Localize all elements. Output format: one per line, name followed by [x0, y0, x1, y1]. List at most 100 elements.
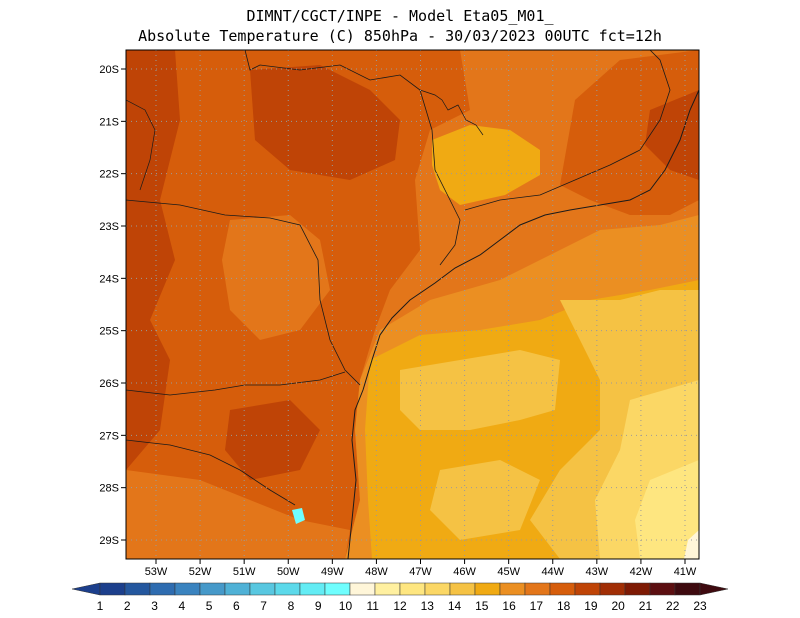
colorbar-segment [149, 582, 176, 596]
colorbar-label: 23 [693, 599, 707, 613]
colorbar-segment [249, 582, 276, 596]
state-border-mg-rj [464, 50, 671, 211]
colorbar-label: 6 [233, 599, 240, 613]
colorbar-segment [399, 582, 426, 596]
colorbar-label: 14 [448, 599, 462, 613]
colorbar-label: 1 [97, 599, 104, 613]
lat-tick-label: 29S [99, 535, 119, 547]
map-title-line-1: DIMNT/CGCT/INPE - Model Eta05_M01_ [246, 7, 554, 25]
temp-region-15-south [430, 460, 540, 540]
lat-tick-label: 24S [99, 273, 119, 285]
colorbar-label: 19 [584, 599, 598, 613]
colorbar-segment [99, 582, 126, 596]
lon-tick-label: 42W [630, 566, 653, 578]
temp-region-20-west [126, 50, 180, 470]
colorbar-segment [649, 582, 676, 596]
colorbar-segment [449, 582, 476, 596]
lon-tick-label: 50W [277, 566, 300, 578]
colorbar-label: 2 [124, 599, 131, 613]
colorbar-segment [124, 582, 151, 596]
colorbar-segment [274, 582, 301, 596]
colorbar-label: 7 [260, 599, 267, 613]
temp-region-19-northeast [560, 50, 699, 215]
colorbar-label: 10 [339, 599, 353, 613]
lon-tick-label: 45W [497, 566, 520, 578]
colorbar-segment [549, 582, 576, 596]
temp-region-18-interior [222, 215, 330, 340]
temp-region-16-inland [432, 125, 540, 205]
colorbar-label: 21 [639, 599, 653, 613]
lon-tick-label: 46W [453, 566, 476, 578]
state-border-sp-mg [244, 50, 461, 266]
temp-region-20-east [645, 90, 699, 180]
colorbar-label: 11 [366, 599, 379, 613]
lon-tick-label: 43W [586, 566, 609, 578]
colorbar-label: 4 [178, 599, 185, 613]
colorbar-label: 8 [288, 599, 295, 613]
colorbar-segment [224, 582, 251, 596]
colorbar-label: 3 [151, 599, 158, 613]
colorbar-segment [524, 582, 551, 596]
map-title-line-2: Absolute Temperature (C) 850hPa - 30/03/… [138, 27, 662, 45]
colorbar-segment [599, 582, 626, 596]
map-frame [125, 49, 700, 560]
lat-tick-label: 28S [99, 483, 119, 495]
colorbar-label: 22 [666, 599, 680, 613]
lon-tick-label: 47W [409, 566, 432, 578]
colorbar-label: 17 [530, 599, 544, 613]
lon-tick-label: 53W [145, 566, 168, 578]
coastline [347, 89, 699, 559]
colorbar-segment [174, 582, 201, 596]
temp-region-11 [684, 530, 699, 559]
lon-tick-label: 41W [674, 566, 697, 578]
lat-tick-label: 27S [99, 430, 119, 442]
state-border-pr-sp [126, 199, 361, 386]
reservoir-outline [419, 89, 484, 136]
temp-region-15-offshore [400, 350, 560, 430]
temp-region-10 [292, 508, 305, 524]
temp-region-20-north [250, 65, 400, 180]
colorbar-left-arrow [71, 582, 101, 596]
colorbar-right-arrow [699, 582, 729, 596]
temp-region-20-south [225, 400, 320, 480]
temperature-field [126, 50, 699, 559]
colorbar-segment [199, 582, 226, 596]
lon-tick-label: 44W [541, 566, 564, 578]
state-border-ms [126, 99, 156, 191]
colorbar: 1 2 3 4 5 6 7 8 9 10 11 12 13 14 15 16 17 18 19 20 21 22 23 [71, 582, 729, 613]
colorbar-segment [674, 582, 701, 596]
lat-tick-label: 22S [99, 169, 119, 181]
longitude-tick-labels: 53W 52W 51W 50W 49W 48W 47W 46W 45W 44W 43W 42W 41W [145, 559, 697, 578]
colorbar-segment [474, 582, 501, 596]
state-border-pr-sc [126, 371, 346, 396]
colorbar-label: 5 [206, 599, 213, 613]
colorbar-label: 18 [557, 599, 571, 613]
colorbar-label: 13 [421, 599, 435, 613]
colorbar-segment [624, 582, 651, 596]
lon-tick-label: 48W [365, 566, 388, 578]
colorbar-label: 20 [612, 599, 626, 613]
colorbar-segment [424, 582, 451, 596]
colorbar-segment [574, 582, 601, 596]
lat-lon-grid [126, 50, 699, 559]
temp-region-18-south [126, 470, 350, 559]
lon-tick-label: 52W [189, 566, 212, 578]
latitude-tick-labels: 20S 21S 22S 23S 24S 25S 26S 27S 28S 29S [99, 64, 126, 547]
colorbar-segment [324, 582, 351, 596]
colorbar-label: 15 [475, 599, 489, 613]
lat-tick-label: 21S [99, 116, 119, 128]
lon-tick-label: 49W [321, 566, 344, 578]
state-border-sc-rs [126, 439, 296, 506]
lat-tick-label: 20S [99, 64, 119, 76]
colorbar-segment [374, 582, 401, 596]
lat-tick-label: 23S [99, 221, 119, 233]
colorbar-label: 12 [393, 599, 407, 613]
colorbar-segment [299, 582, 326, 596]
lat-tick-label: 26S [99, 378, 119, 390]
lat-tick-label: 25S [99, 326, 119, 338]
colorbar-label: 9 [315, 599, 322, 613]
temp-region-13 [635, 460, 699, 559]
colorbar-segment [349, 582, 376, 596]
colorbar-segment [499, 582, 526, 596]
